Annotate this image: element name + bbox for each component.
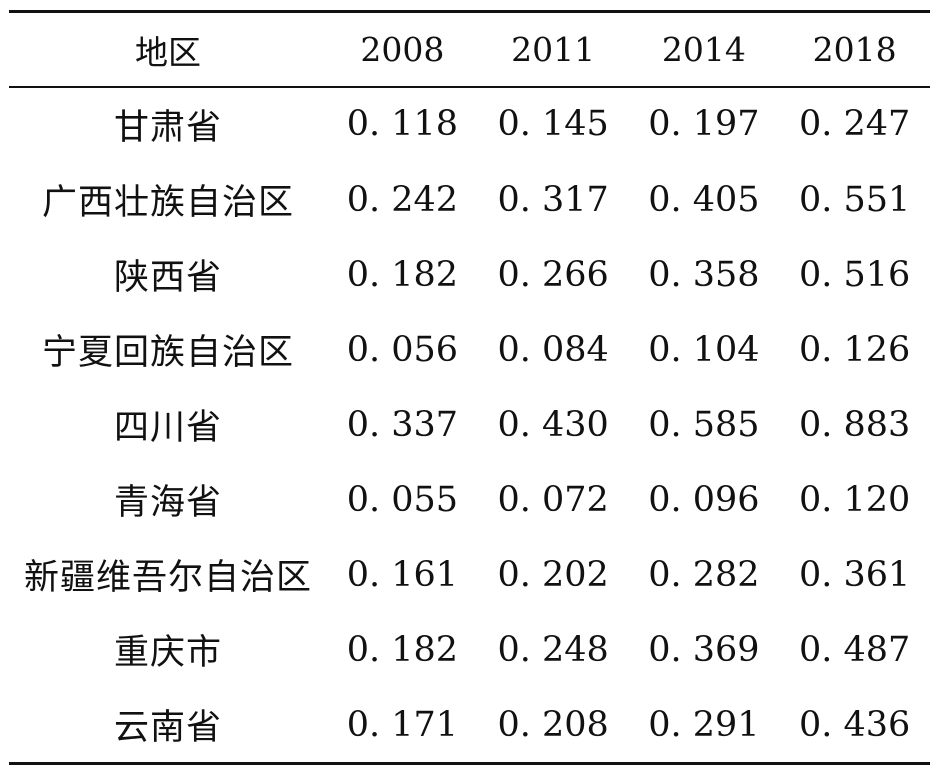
value-cell: 0. 120	[798, 479, 911, 520]
table-row: 广西壮族自治区 0. 242 0. 317 0. 405 0. 551	[9, 162, 930, 237]
value-cell: 0. 436	[798, 704, 911, 745]
value-cell: 0. 182	[346, 629, 459, 670]
top-rule	[9, 10, 930, 13]
table-row: 四川省 0. 337 0. 430 0. 585 0. 883	[9, 387, 930, 462]
value-cell: 0. 487	[798, 629, 911, 670]
value-cell: 0. 358	[648, 254, 760, 295]
value-cell: 0. 145	[497, 104, 609, 144]
value-cell: 0. 369	[648, 629, 760, 670]
value-cell: 0. 072	[497, 479, 609, 520]
value-cell: 0. 516	[798, 254, 911, 295]
table-row: 甘肃省 0. 118 0. 145 0. 197 0. 247	[9, 86, 930, 162]
value-cell: 0. 585	[648, 404, 760, 445]
region-cell: 新疆维吾尔自治区	[23, 558, 312, 598]
region-cell: 四川省	[113, 408, 222, 448]
value-cell: 0. 361	[798, 554, 911, 595]
value-cell: 0. 282	[648, 554, 760, 595]
column-header-2008: 2008	[360, 30, 445, 69]
header-row: 地区 2008 2011 2014 2018	[9, 13, 930, 86]
table-row: 云南省 0. 171 0. 208 0. 291 0. 436	[9, 687, 930, 762]
table-row: 陕西省 0. 182 0. 266 0. 358 0. 516	[9, 237, 930, 312]
value-cell: 0. 104	[648, 329, 760, 370]
region-cell: 广西壮族自治区	[41, 183, 294, 223]
region-cell: 青海省	[113, 483, 222, 523]
table-row: 重庆市 0. 182 0. 248 0. 369 0. 487	[9, 612, 930, 687]
column-header-region: 地区	[135, 32, 201, 72]
value-cell: 0. 161	[346, 554, 459, 595]
value-cell: 0. 182	[346, 254, 459, 295]
region-cell: 重庆市	[113, 633, 222, 673]
header-rule	[9, 86, 930, 88]
value-cell: 0. 317	[497, 179, 609, 220]
region-cell: 陕西省	[113, 258, 222, 298]
table-row: 青海省 0. 055 0. 072 0. 096 0. 120	[9, 462, 930, 537]
value-cell: 0. 242	[346, 179, 459, 220]
value-cell: 0. 084	[497, 329, 609, 370]
bottom-rule	[9, 762, 930, 765]
value-cell: 0. 430	[497, 404, 609, 445]
value-cell: 0. 197	[648, 104, 760, 144]
column-header-2018: 2018	[812, 30, 897, 69]
value-cell: 0. 551	[798, 179, 911, 220]
value-cell: 0. 337	[346, 404, 459, 445]
value-cell: 0. 883	[798, 404, 911, 445]
value-cell: 0. 266	[497, 254, 609, 295]
region-cell: 宁夏回族自治区	[41, 333, 294, 373]
value-cell: 0. 096	[648, 479, 760, 520]
table-row: 新疆维吾尔自治区 0. 161 0. 202 0. 282 0. 361	[9, 537, 930, 612]
value-cell: 0. 247	[798, 104, 911, 144]
data-table: 地区 2008 2011 2014 2018 甘肃省 0. 118 0. 145…	[9, 13, 930, 762]
region-cell: 云南省	[113, 708, 222, 748]
value-cell: 0. 126	[798, 329, 911, 370]
value-cell: 0. 202	[497, 554, 609, 595]
value-cell: 0. 208	[497, 704, 609, 745]
column-header-2011: 2011	[511, 30, 596, 69]
value-cell: 0. 118	[346, 104, 459, 144]
value-cell: 0. 291	[648, 704, 760, 745]
column-header-2014: 2014	[661, 30, 746, 69]
value-cell: 0. 055	[346, 479, 459, 520]
value-cell: 0. 171	[346, 704, 459, 745]
value-cell: 0. 056	[346, 329, 459, 370]
value-cell: 0. 248	[497, 629, 609, 670]
value-cell: 0. 405	[648, 179, 760, 220]
table-row: 宁夏回族自治区 0. 056 0. 084 0. 104 0. 126	[9, 312, 930, 387]
region-cell: 甘肃省	[113, 107, 222, 148]
